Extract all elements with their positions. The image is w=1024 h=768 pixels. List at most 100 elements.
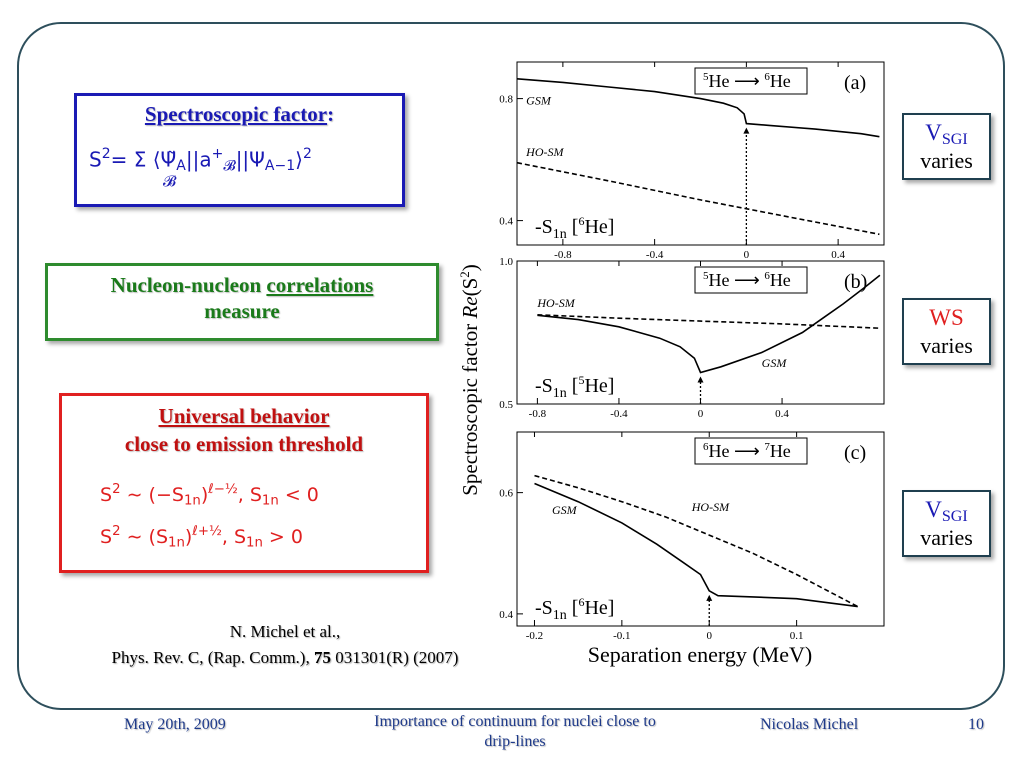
citation-journal: Phys. Rev. C, (Rap. Comm.), bbox=[111, 648, 314, 667]
y-tick-label: 0.4 bbox=[499, 609, 513, 621]
y-tick-label: 1.0 bbox=[499, 256, 513, 268]
nucleon-correlations-title: Nucleon-nucleon correlations measure bbox=[48, 272, 436, 324]
formula-part: A−1 bbox=[264, 157, 296, 174]
formula-part: 2 bbox=[112, 524, 121, 539]
reference-authors: N. Michel et al., bbox=[229, 622, 341, 641]
series-label: GSM bbox=[552, 503, 578, 517]
chart-xlabel: Separation energy (MeV) bbox=[588, 642, 812, 667]
formula-part: ⟩ bbox=[295, 147, 303, 172]
reaction-box bbox=[694, 437, 808, 465]
footer-title-line2: drip-lines bbox=[484, 733, 546, 750]
x-tick-label: -0.4 bbox=[646, 249, 664, 261]
chart-panel-b: -0.8 -0.4 0 0.4 0.5 1.0 GSM HO-SM 5He ⟶ 6He (b) -S… bbox=[499, 256, 885, 420]
formula-part: 2 bbox=[302, 146, 312, 162]
reference-citation: Phys. Rev. C, (Rap. Comm.), 75 031301(R)… bbox=[40, 648, 530, 668]
panel-label: (a) bbox=[844, 72, 866, 94]
side-box-sub: SGI bbox=[941, 508, 968, 526]
x-tick-label: 0.4 bbox=[831, 249, 845, 261]
footer-author: Nicolas Michel bbox=[760, 716, 859, 733]
x-tick-label: 0 bbox=[744, 249, 750, 261]
side-box-label: WS bbox=[904, 305, 989, 331]
formula-part: ℓ+½ bbox=[192, 524, 222, 539]
universal-formula-2: S2 ∼ (S1n)ℓ+½, S1n > 0 bbox=[100, 524, 303, 550]
series-label: GSM bbox=[762, 356, 788, 370]
side-box-label: VSGI bbox=[904, 120, 989, 149]
side-box-varies: varies bbox=[920, 148, 973, 173]
formula-part: S bbox=[100, 483, 113, 506]
formula-part: 2 bbox=[112, 482, 121, 497]
formula-part: + bbox=[211, 146, 224, 162]
footer-title-line1: Importance of continuum for nuclei close… bbox=[374, 713, 656, 730]
side-box-sub: SGI bbox=[941, 131, 968, 149]
spectroscopic-factor-heading: Spectroscopic factor bbox=[144, 102, 328, 126]
formula-part: ||a bbox=[185, 147, 212, 172]
x-tick-label: 0 bbox=[706, 630, 712, 642]
side-box-label: VSGI bbox=[904, 497, 989, 526]
series-label: HO-SM bbox=[691, 500, 730, 514]
y-tick-label: 0.4 bbox=[499, 216, 513, 228]
plot-frame bbox=[516, 431, 885, 627]
reaction-label: 5He ⟶ 6He bbox=[703, 270, 791, 290]
formula-part: 1n bbox=[168, 535, 185, 551]
chart-panel-c: -0.2 -0.1 0 0.1 0.4 0.6 GSM HO-SM 6He ⟶ 7He (c) -S… bbox=[499, 431, 885, 642]
formula-part: 1n bbox=[261, 493, 279, 509]
separation-energy-label: -S1n [6He] bbox=[535, 214, 614, 242]
series-label: HO-SM bbox=[525, 145, 564, 159]
correlations-text: correlations bbox=[266, 273, 374, 297]
formula-part: 𝓑 bbox=[223, 157, 236, 174]
formula-part: ∼ (S bbox=[120, 525, 169, 548]
universal-heading: Universal behavior bbox=[158, 404, 330, 428]
series-line-ho-sm bbox=[537, 314, 880, 329]
side-box-main: WS bbox=[929, 305, 964, 330]
threshold-arrow-head bbox=[743, 127, 750, 134]
formula-part: S bbox=[89, 147, 102, 172]
plot-frame bbox=[516, 61, 885, 246]
y-tick-label: 0.5 bbox=[499, 399, 513, 411]
threshold-arrow-head bbox=[706, 594, 713, 601]
universal-behavior-title: Universal behavior close to emission thr… bbox=[62, 402, 426, 458]
side-box-vsgi-top: VSGI varies bbox=[902, 113, 991, 180]
citation-number: 031301(R) (2007) bbox=[330, 648, 459, 667]
formula-part: 1n bbox=[246, 535, 263, 551]
x-tick-label: -0.8 bbox=[529, 408, 547, 420]
formula-sum-subscript: 𝓑 bbox=[163, 172, 177, 190]
chart-ylabel: Spectroscopic factor Re(S2) bbox=[457, 264, 482, 496]
citation-volume: 75 bbox=[313, 648, 331, 667]
spectroscopic-factor-box: Spectroscopic factor: S2= Σ ⟨Ψ̃A||a+𝓑||Ψ… bbox=[74, 93, 405, 207]
x-tick-label: 0.4 bbox=[775, 408, 789, 420]
spectroscopic-factor-chart: Spectroscopic factor Re(S2) Separation e… bbox=[457, 61, 885, 667]
series-line-gsm bbox=[534, 482, 858, 608]
formula-part: ) bbox=[184, 525, 193, 548]
formula-part: ℓ−½ bbox=[208, 482, 238, 497]
universal-formula-1: S2 ∼ (−S1n)ℓ−½, S1n < 0 bbox=[100, 482, 319, 508]
y-tick-label: 0.8 bbox=[499, 94, 513, 106]
universal-behavior-box: Universal behavior close to emission thr… bbox=[59, 393, 429, 573]
x-tick-label: -0.2 bbox=[526, 630, 543, 642]
y-tick-label: 0.6 bbox=[499, 488, 513, 500]
side-box-main: V bbox=[925, 497, 942, 522]
formula-part: S bbox=[100, 525, 113, 548]
spectroscopic-colon: : bbox=[327, 102, 335, 126]
measure-text: measure bbox=[204, 299, 280, 323]
reaction-label: 5He ⟶ 6He bbox=[703, 71, 791, 91]
reaction-label: 6He ⟶ 7He bbox=[703, 441, 791, 461]
formula-part: , S bbox=[221, 525, 246, 548]
spectroscopic-factor-title: Spectroscopic factor: bbox=[77, 102, 402, 127]
footer-title: Importance of continuum for nuclei close… bbox=[300, 712, 730, 752]
series-label: GSM bbox=[526, 94, 552, 108]
nucleon-text: Nucleon-nucleon bbox=[110, 273, 262, 297]
formula-part: 2 bbox=[101, 146, 111, 162]
panel-label: (b) bbox=[844, 271, 867, 293]
side-box-main: V bbox=[925, 120, 942, 145]
series-line-gsm bbox=[516, 78, 880, 138]
series-line-gsm bbox=[537, 274, 881, 374]
slide-frame bbox=[17, 22, 1005, 710]
formula-part: < 0 bbox=[278, 483, 319, 506]
side-box-vsgi-bottom: VSGI varies bbox=[902, 490, 991, 557]
universal-subtitle: close to emission threshold bbox=[124, 432, 364, 456]
separation-energy-label: -S1n [5He] bbox=[535, 373, 614, 401]
nucleon-correlations-box: Nucleon-nucleon correlations measure bbox=[45, 263, 439, 341]
formula-part: , S bbox=[237, 483, 262, 506]
x-tick-label: -0.8 bbox=[554, 249, 572, 261]
footer-date: May 20th, 2009 bbox=[124, 716, 226, 733]
